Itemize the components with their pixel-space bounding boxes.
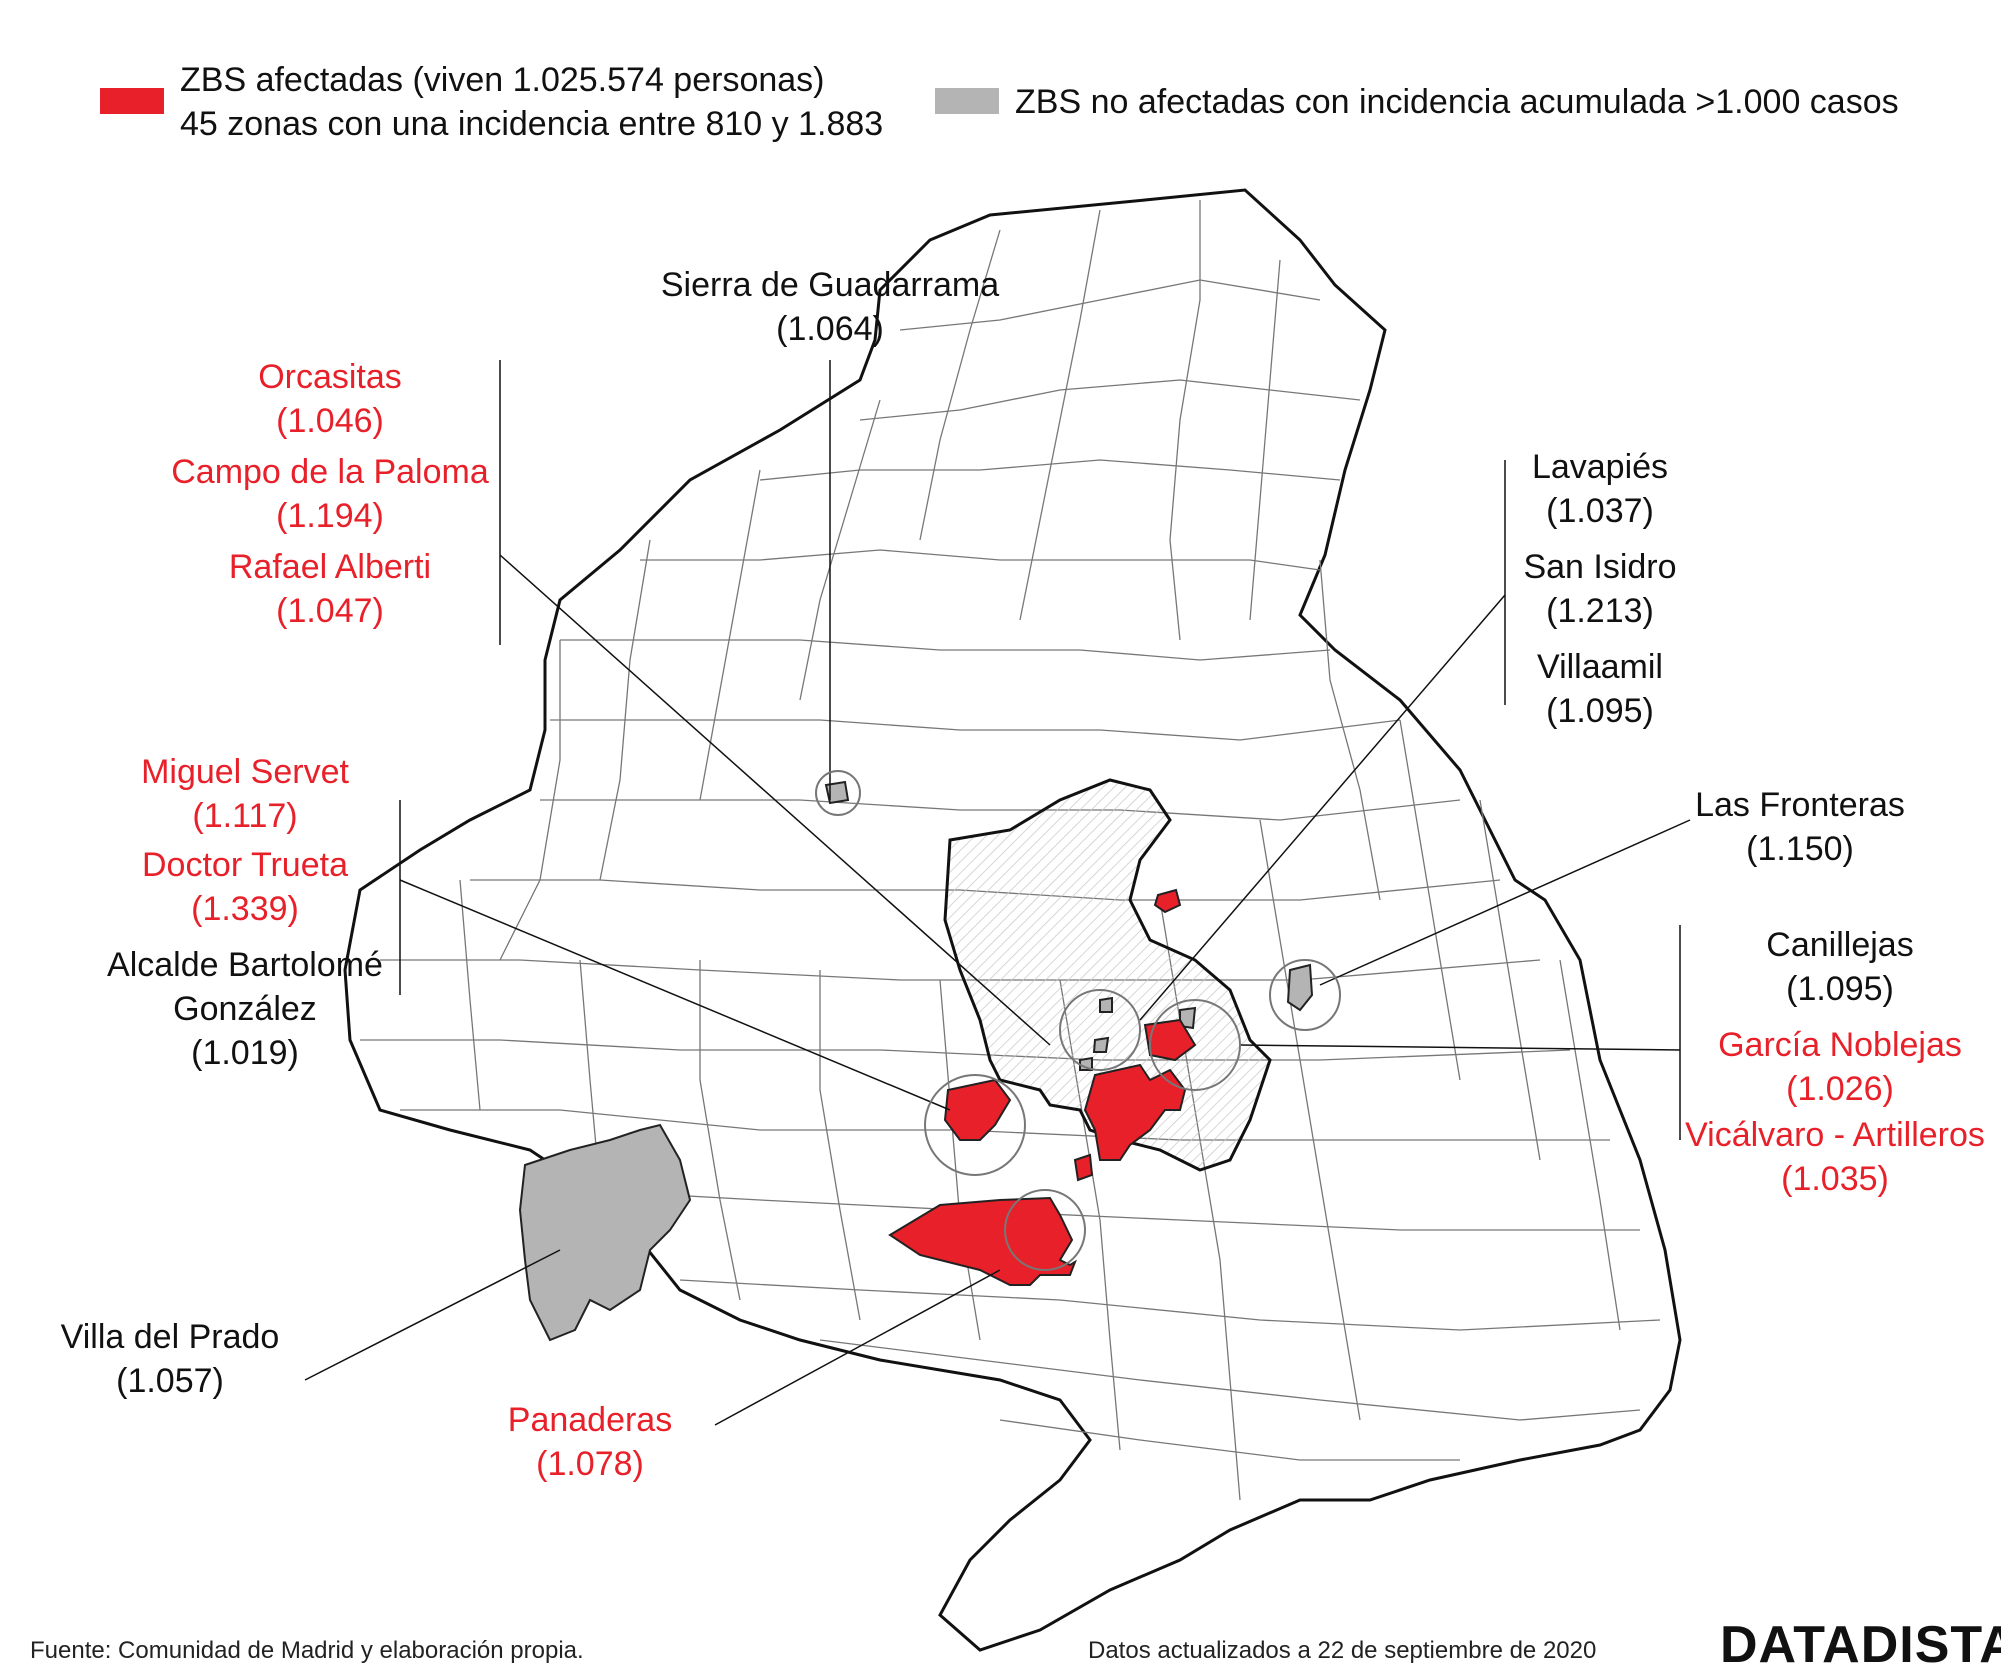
label-panaderas: Panaderas (1.078) <box>440 1398 740 1486</box>
sierra-de-guadarrama-zone <box>824 780 850 805</box>
label-san-isidro: San Isidro (1.213) <box>1445 545 1755 633</box>
label-sierra-de-guadarrama: Sierra de Guadarrama (1.064) <box>640 263 1020 351</box>
label-value: (1.046) <box>276 402 384 440</box>
label-value: (1.213) <box>1546 592 1654 630</box>
highlight-circles <box>815 770 1341 1271</box>
label-name: Las Fronteras <box>1695 786 1905 824</box>
legend-affected-line1: ZBS afectadas (viven 1.025.574 personas) <box>180 61 825 99</box>
label-rafael-alberti: Rafael Alberti (1.047) <box>140 545 520 633</box>
label-value: (1.035) <box>1781 1160 1889 1198</box>
label-name: Miguel Servet <box>141 753 349 791</box>
label-name: Vicálvaro - Artilleros <box>1685 1116 1985 1154</box>
label-name-line2: González <box>173 990 317 1028</box>
lavapies-zone <box>1092 1036 1110 1053</box>
legend-affected-line2: 45 zonas con una incidencia entre 810 y … <box>180 105 884 143</box>
label-villa-del-prado: Villa del Prado (1.057) <box>20 1315 320 1403</box>
label-value: (1.117) <box>192 797 298 835</box>
label-campo-de-la-paloma: Campo de la Paloma (1.194) <box>140 450 520 538</box>
label-value: (1.064) <box>776 310 884 348</box>
label-value: (1.339) <box>191 890 299 928</box>
label-lavapies: Lavapiés (1.037) <box>1445 445 1755 533</box>
affected-south-small-zone <box>1073 1153 1094 1182</box>
label-value: (1.026) <box>1786 1070 1894 1108</box>
label-name: Villaamil <box>1537 648 1663 686</box>
legend-unaffected-swatch <box>935 88 999 114</box>
legend-unaffected: ZBS no afectadas con incidencia acumulad… <box>1015 83 1899 121</box>
label-value: (1.037) <box>1546 492 1654 530</box>
source-note: Fuente: Comunidad de Madrid y elaboració… <box>30 1637 584 1664</box>
label-name: Campo de la Paloma <box>171 453 489 491</box>
label-name: Panaderas <box>507 1401 673 1439</box>
label-doctor-trueta: Doctor Trueta (1.339) <box>90 843 400 931</box>
label-vicalvaro-artilleros: Vicálvaro - Artilleros (1.035) <box>1675 1113 1995 1201</box>
label-name: Lavapiés <box>1531 448 1669 486</box>
affected-north-zone <box>1153 888 1182 914</box>
update-note: Datos actualizados a 22 de septiembre de… <box>1088 1637 1597 1664</box>
affected-west-zone <box>943 1078 1012 1141</box>
label-value: (1.019) <box>191 1034 299 1072</box>
label-name: Villa del Prado <box>60 1318 280 1356</box>
madrid-city-area <box>943 778 1272 1172</box>
label-name: Canillejas <box>1766 926 1914 964</box>
affected-panaderas-zone <box>888 1196 1077 1286</box>
label-miguel-servet: Miguel Servet (1.117) <box>90 750 400 838</box>
label-value: (1.078) <box>536 1445 644 1483</box>
label-garcia-noblejas: García Noblejas (1.026) <box>1690 1023 1990 1111</box>
label-name: Doctor Trueta <box>142 846 348 884</box>
las-fronteras-zone <box>1286 963 1314 1012</box>
legend-affected: ZBS afectadas (viven 1.025.574 personas)… <box>180 58 883 146</box>
affected-central-zone <box>1083 1063 1187 1161</box>
label-name: Orcasitas <box>258 358 402 396</box>
label-las-fronteras: Las Fronteras (1.150) <box>1640 783 1960 871</box>
label-value: (1.047) <box>276 592 384 630</box>
label-name: San Isidro <box>1523 548 1677 586</box>
label-value: (1.194) <box>276 497 384 535</box>
label-value: (1.095) <box>1786 970 1894 1008</box>
label-orcasitas: Orcasitas (1.046) <box>140 355 520 443</box>
villaamil-zone <box>1099 996 1113 1013</box>
label-value: (1.095) <box>1546 692 1654 730</box>
label-value: (1.150) <box>1746 830 1854 868</box>
unaffected-zones <box>518 780 1314 1342</box>
leader-lines <box>304 360 1691 1426</box>
label-alcalde-bartolome-gonzalez: Alcalde Bartolomé González (1.019) <box>70 943 420 1075</box>
legend-affected-swatch <box>100 88 164 114</box>
label-name: Rafael Alberti <box>228 548 432 586</box>
brand-logo: DATADISTA <box>1720 1616 2001 1674</box>
label-name-line1: Alcalde Bartolomé <box>107 946 383 984</box>
label-value: (1.057) <box>116 1362 224 1400</box>
affected-center-east-zone <box>1143 1018 1197 1062</box>
label-canillejas: Canillejas (1.095) <box>1690 923 1990 1011</box>
affected-zones <box>888 888 1197 1286</box>
label-name: García Noblejas <box>1718 1026 1962 1064</box>
villa-del-prado-zone <box>518 1123 692 1342</box>
label-name: Sierra de Guadarrama <box>660 266 1000 304</box>
label-villaamil: Villaamil (1.095) <box>1445 645 1755 733</box>
